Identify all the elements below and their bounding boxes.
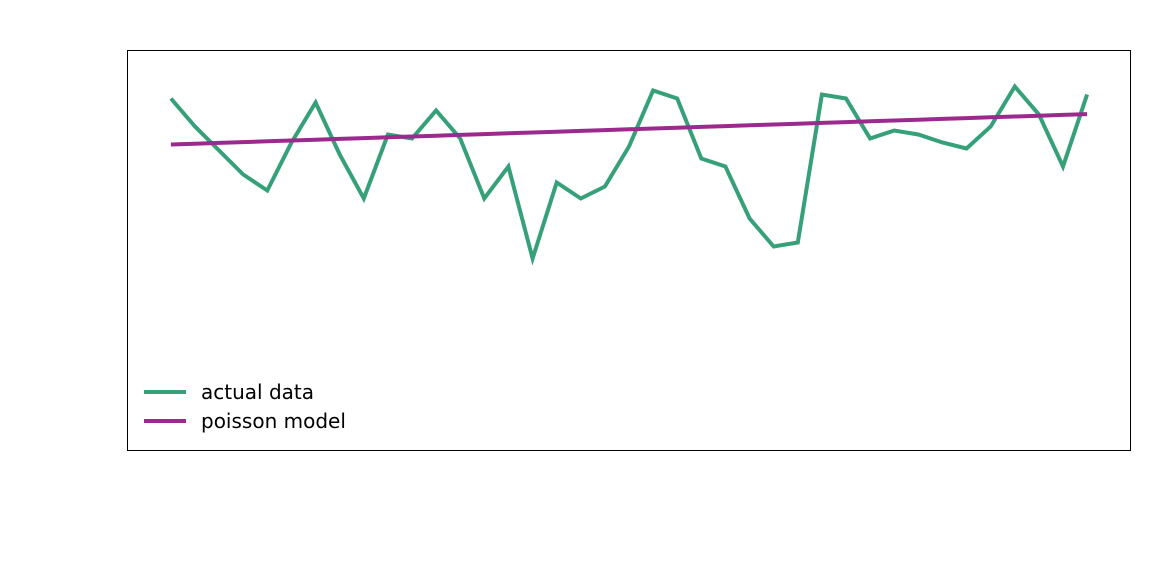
plot-frame	[127, 50, 1131, 451]
series-line-actual-data	[169, 83, 1089, 266]
series-line-poisson-model	[170, 112, 1088, 147]
legend-label-poisson-model: poisson model	[201, 409, 346, 433]
series-layer	[169, 83, 1089, 266]
legend-label-actual-data: actual data	[201, 380, 314, 404]
legend: actual data poisson model	[144, 380, 346, 433]
